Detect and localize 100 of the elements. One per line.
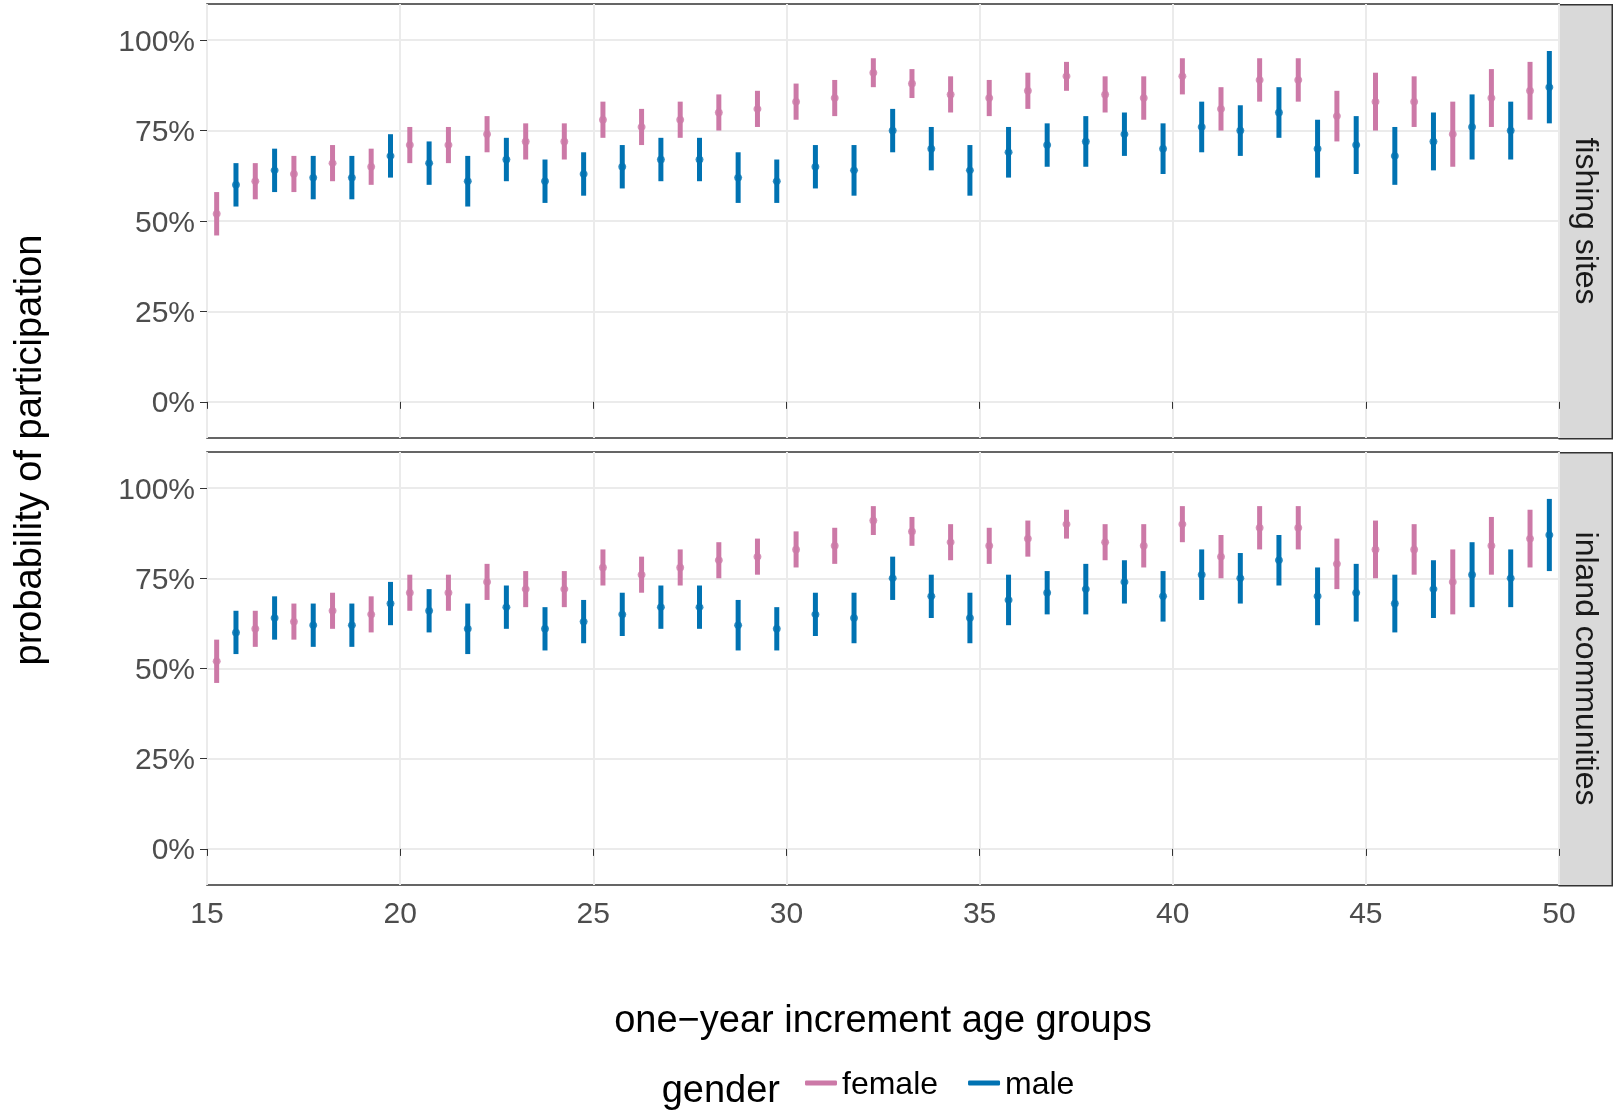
point bbox=[1332, 559, 1341, 568]
point bbox=[1120, 577, 1129, 586]
point bbox=[656, 155, 665, 164]
point bbox=[560, 585, 569, 594]
point bbox=[212, 209, 221, 218]
point bbox=[676, 115, 685, 124]
point bbox=[289, 169, 298, 178]
point bbox=[405, 588, 414, 597]
point bbox=[579, 169, 588, 178]
point bbox=[483, 577, 492, 586]
point bbox=[483, 130, 492, 139]
point bbox=[1294, 75, 1303, 84]
point bbox=[328, 606, 337, 615]
legend-title: gender bbox=[661, 1068, 781, 1110]
point bbox=[521, 585, 530, 594]
point bbox=[1236, 574, 1245, 583]
text: inland communities bbox=[1569, 531, 1605, 806]
point bbox=[1081, 137, 1090, 146]
point bbox=[463, 177, 472, 186]
point bbox=[1294, 523, 1303, 532]
point bbox=[463, 624, 472, 633]
point bbox=[347, 621, 356, 630]
point bbox=[695, 155, 704, 164]
point bbox=[1429, 137, 1438, 146]
point bbox=[425, 606, 434, 615]
point bbox=[309, 621, 318, 630]
point bbox=[946, 90, 955, 99]
point bbox=[1178, 520, 1187, 529]
point bbox=[1448, 577, 1457, 586]
point bbox=[1410, 545, 1419, 554]
point bbox=[1101, 538, 1110, 547]
x-tick-label: 25 bbox=[576, 895, 610, 929]
point bbox=[946, 538, 955, 547]
point bbox=[212, 657, 221, 666]
point bbox=[734, 173, 743, 182]
point bbox=[1023, 86, 1032, 95]
point bbox=[541, 624, 549, 633]
point bbox=[231, 628, 240, 637]
x-tick-label: 45 bbox=[1349, 895, 1383, 929]
point bbox=[792, 545, 801, 554]
point bbox=[830, 94, 839, 103]
point bbox=[1352, 141, 1361, 150]
point bbox=[792, 97, 801, 106]
point bbox=[869, 516, 878, 525]
point bbox=[618, 610, 627, 619]
point bbox=[985, 94, 994, 103]
point bbox=[734, 621, 743, 630]
point bbox=[347, 173, 356, 182]
point bbox=[1043, 588, 1052, 597]
point bbox=[965, 166, 974, 175]
point bbox=[425, 159, 434, 168]
point bbox=[521, 137, 530, 146]
point bbox=[888, 574, 897, 583]
point bbox=[1004, 148, 1013, 157]
y-tick-label: 0% bbox=[151, 385, 195, 419]
x-tick-label: 50 bbox=[1542, 895, 1576, 929]
x-tick-label: 20 bbox=[383, 895, 417, 929]
point bbox=[598, 563, 607, 572]
point bbox=[907, 527, 916, 536]
point bbox=[1120, 130, 1129, 139]
point bbox=[579, 617, 588, 626]
point bbox=[251, 177, 260, 186]
point bbox=[1217, 552, 1225, 561]
point bbox=[1390, 599, 1399, 608]
point bbox=[1390, 151, 1399, 160]
x-tick-label: 40 bbox=[1156, 895, 1190, 929]
point bbox=[850, 166, 859, 175]
point bbox=[1274, 108, 1283, 117]
point bbox=[1178, 72, 1187, 81]
point bbox=[1313, 144, 1322, 153]
point bbox=[772, 624, 781, 633]
x-axis-title: one−year increment age groups bbox=[614, 998, 1152, 1040]
point bbox=[714, 556, 723, 565]
point bbox=[811, 610, 820, 619]
point bbox=[1468, 122, 1477, 131]
point bbox=[1159, 592, 1168, 601]
point bbox=[502, 603, 511, 612]
point bbox=[405, 141, 414, 150]
point bbox=[1081, 585, 1090, 594]
point bbox=[1506, 574, 1515, 583]
point bbox=[386, 599, 395, 608]
point bbox=[1468, 570, 1477, 579]
point bbox=[560, 137, 569, 146]
point bbox=[714, 108, 723, 117]
point bbox=[1217, 104, 1225, 113]
point bbox=[1410, 97, 1419, 106]
point bbox=[1371, 545, 1380, 554]
point bbox=[270, 166, 279, 175]
point bbox=[772, 177, 781, 186]
point bbox=[1526, 86, 1535, 95]
point bbox=[1043, 141, 1052, 150]
point bbox=[1255, 523, 1264, 532]
point bbox=[830, 541, 839, 550]
point bbox=[367, 610, 376, 619]
point bbox=[1332, 112, 1341, 121]
point bbox=[637, 570, 646, 579]
y-axis-title: probability of participation bbox=[6, 234, 50, 666]
point bbox=[1197, 570, 1206, 579]
point bbox=[1506, 126, 1515, 135]
point bbox=[231, 180, 240, 189]
